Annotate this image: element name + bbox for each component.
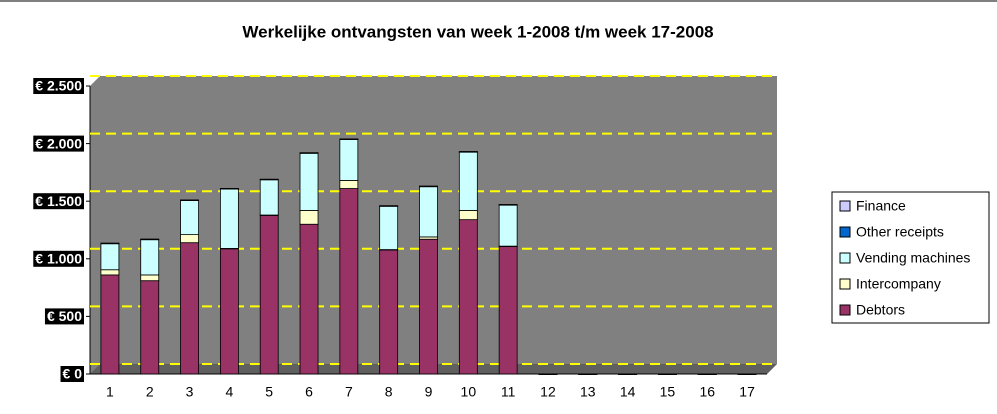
bar-segment [100, 242, 120, 245]
bar-segment [299, 210, 319, 225]
bar-segment [419, 238, 438, 375]
y-tick-label-bg [33, 78, 84, 94]
x-tick-label: 15 [660, 384, 676, 400]
x-tick-label: 7 [345, 384, 353, 400]
legend-swatch [839, 200, 851, 212]
bar-segment [379, 249, 399, 375]
bar-segment [419, 185, 438, 238]
bar-segment [299, 152, 319, 211]
bar-segment [339, 138, 359, 181]
bar-segment [259, 178, 279, 216]
y-tick-label-bg [33, 250, 84, 267]
y-tick-label: € 2.000 [35, 135, 82, 151]
x-tick-label: 4 [225, 384, 233, 400]
bar-segment [498, 204, 518, 206]
legend-label: Debtors [856, 302, 905, 318]
bar-segment [180, 199, 199, 236]
legend-swatch [839, 278, 851, 290]
legend-label: Intercompany [856, 276, 941, 292]
y-tick-label: € 0 [63, 366, 83, 382]
bar-segment [379, 205, 399, 207]
y-tick-label-bg [33, 135, 84, 152]
y-tick-label-bg [44, 308, 84, 325]
bar-segment [140, 274, 160, 282]
x-tick-label: 9 [425, 384, 433, 400]
y-tick-label: € 2.500 [35, 78, 82, 94]
bar-segment [140, 280, 160, 375]
bar-segment [538, 373, 558, 375]
bar-segment [180, 234, 199, 244]
chart-title: Werkelijke ontvangsten van week 1-2008 t… [242, 22, 713, 41]
bar-segment [697, 373, 717, 375]
bar-segment [658, 373, 677, 375]
bar-segment [458, 219, 478, 375]
bar-segment [458, 210, 478, 221]
x-tick-label: 17 [739, 384, 755, 400]
bar-segment [339, 188, 359, 375]
bar-segment [259, 214, 279, 375]
x-tick-label: 5 [265, 384, 273, 400]
bar-segment [299, 152, 319, 154]
bar-segment [498, 204, 518, 247]
x-tick-label: 14 [620, 384, 636, 400]
y-tick-label: € 1.000 [35, 251, 82, 267]
legend-label: Other receipts [856, 224, 944, 240]
x-tick-label: 16 [699, 384, 715, 400]
x-tick-label: 8 [385, 384, 393, 400]
bar-segment [379, 205, 399, 250]
bar-segment [259, 178, 279, 181]
bar-segment [219, 188, 239, 249]
bar-segment [100, 274, 120, 375]
legend-swatch [839, 304, 851, 316]
bar-segment [140, 238, 160, 241]
legend-swatch [839, 252, 851, 264]
legend-swatch [839, 226, 851, 238]
bar-segment [578, 373, 598, 375]
x-tick-label: 3 [186, 384, 194, 400]
bar-segment [299, 223, 319, 375]
bar-segment [498, 245, 518, 375]
legend-label: Vending machines [856, 250, 970, 266]
bar-segment [180, 242, 199, 375]
x-tick-label: 11 [501, 384, 516, 400]
y-tick-label-bg [60, 366, 84, 382]
x-tick-label: 1 [106, 384, 114, 400]
bar-segment [100, 269, 120, 276]
y-tick-label: € 500 [47, 308, 82, 324]
bar-segment [737, 373, 757, 375]
bar-segment [339, 180, 359, 189]
x-tick-label: 2 [146, 384, 154, 400]
bar-segment [219, 188, 239, 190]
bar-segment [100, 242, 120, 271]
y-tick-label: € 1.500 [35, 193, 82, 209]
x-tick-label: 10 [461, 384, 477, 400]
legend-box [831, 191, 990, 324]
x-tick-label: 13 [580, 384, 596, 400]
legend-label: Finance [856, 198, 906, 214]
bar-segment [458, 151, 478, 211]
bar-segment [219, 248, 239, 375]
x-tick-label: 6 [305, 384, 313, 400]
bar-segment [618, 373, 638, 375]
y-tick-label-bg [33, 193, 84, 210]
bar-segment [339, 138, 359, 140]
bar-segment [458, 151, 478, 153]
bar-segment [419, 185, 438, 188]
bar-segment [180, 199, 199, 201]
x-tick-label: 12 [540, 384, 556, 400]
bar-segment [140, 238, 160, 276]
